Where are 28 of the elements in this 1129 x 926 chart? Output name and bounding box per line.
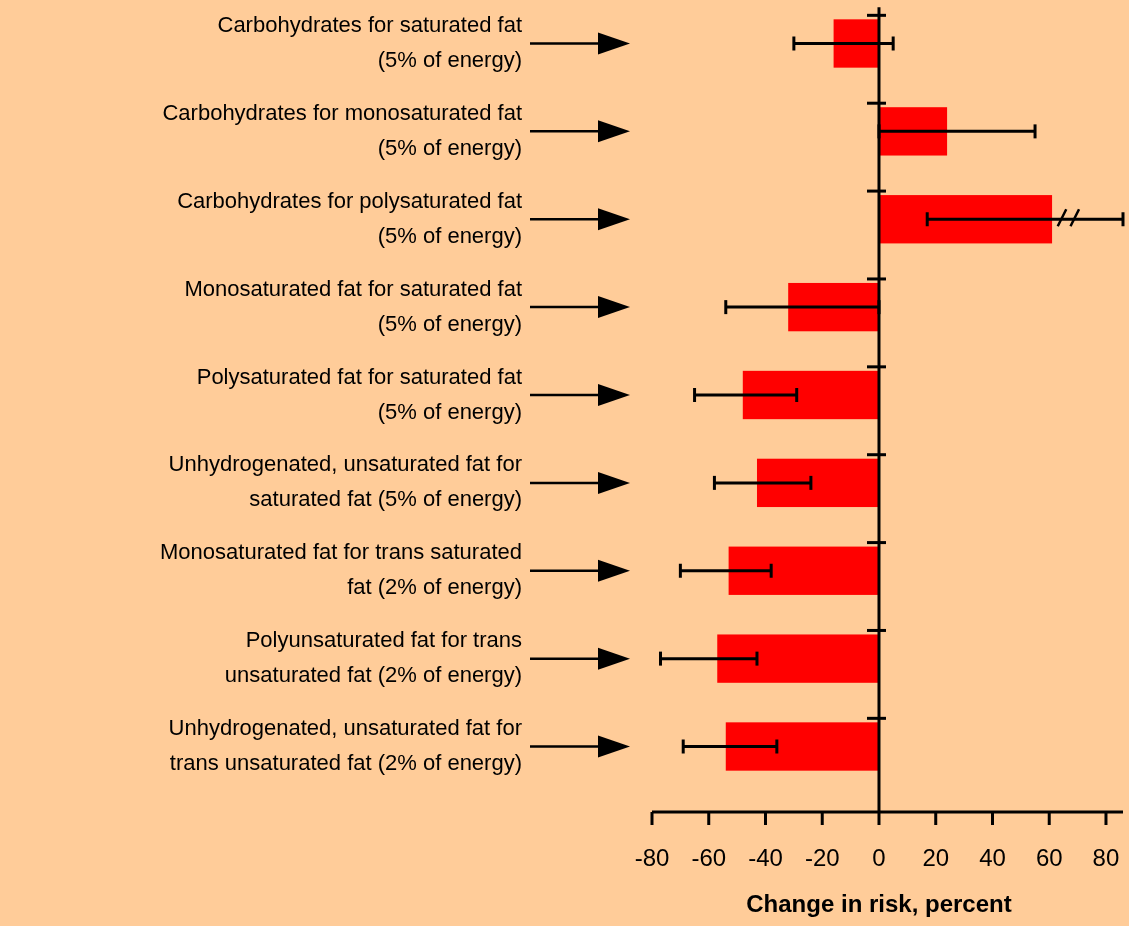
y-tick-label: Carbohydrates for polysaturated fat (5% of energy) bbox=[177, 187, 522, 248]
y-tick-label: Polyunsaturated fat for trans unsaturated fat (2% of energy) bbox=[224, 626, 522, 687]
x-tick-label: 0 bbox=[872, 844, 886, 871]
x-tick-label: 40 bbox=[979, 844, 1006, 871]
y-tick-label: Carbohydrates for saturated fat (5% of energy) bbox=[217, 11, 522, 72]
y-tick-label: Carbohydrates for monosaturated fat (5% of energy) bbox=[162, 99, 522, 160]
bar bbox=[728, 546, 879, 595]
bar bbox=[742, 370, 879, 420]
x-tick-label: -20 bbox=[804, 844, 840, 871]
y-tick-label: Polysaturated fat for saturated fat (5% of energy) bbox=[196, 363, 522, 424]
x-tick-label: 60 bbox=[1035, 844, 1063, 871]
bar bbox=[725, 722, 879, 771]
x-tick-label: 80 bbox=[1092, 844, 1120, 871]
bar bbox=[878, 195, 1053, 244]
x-tick-label: -80 bbox=[634, 844, 670, 871]
y-tick-label: Monosaturated fat for saturated fat (5% of energy) bbox=[184, 275, 522, 336]
x-tick-label: -40 bbox=[748, 844, 783, 871]
bar bbox=[756, 458, 879, 508]
bar bbox=[833, 19, 879, 68]
x-axis-title: Change in risk, percent bbox=[746, 890, 1012, 917]
bar bbox=[717, 634, 879, 683]
x-tick-label: -60 bbox=[691, 844, 727, 871]
bar bbox=[878, 107, 948, 156]
bar bbox=[788, 282, 879, 332]
x-tick-label: 20 bbox=[922, 844, 950, 871]
y-tick-label: Unhydrogenated, unsaturated fat for trans unsaturated fat (2% of energy) bbox=[168, 714, 522, 775]
y-tick-label: Unhydrogenated, unsaturated fat for saturated fat (5% of energy) bbox=[168, 451, 522, 512]
y-tick-label: Monosaturated fat for trans saturated fat (2% of energy) bbox=[160, 539, 522, 600]
